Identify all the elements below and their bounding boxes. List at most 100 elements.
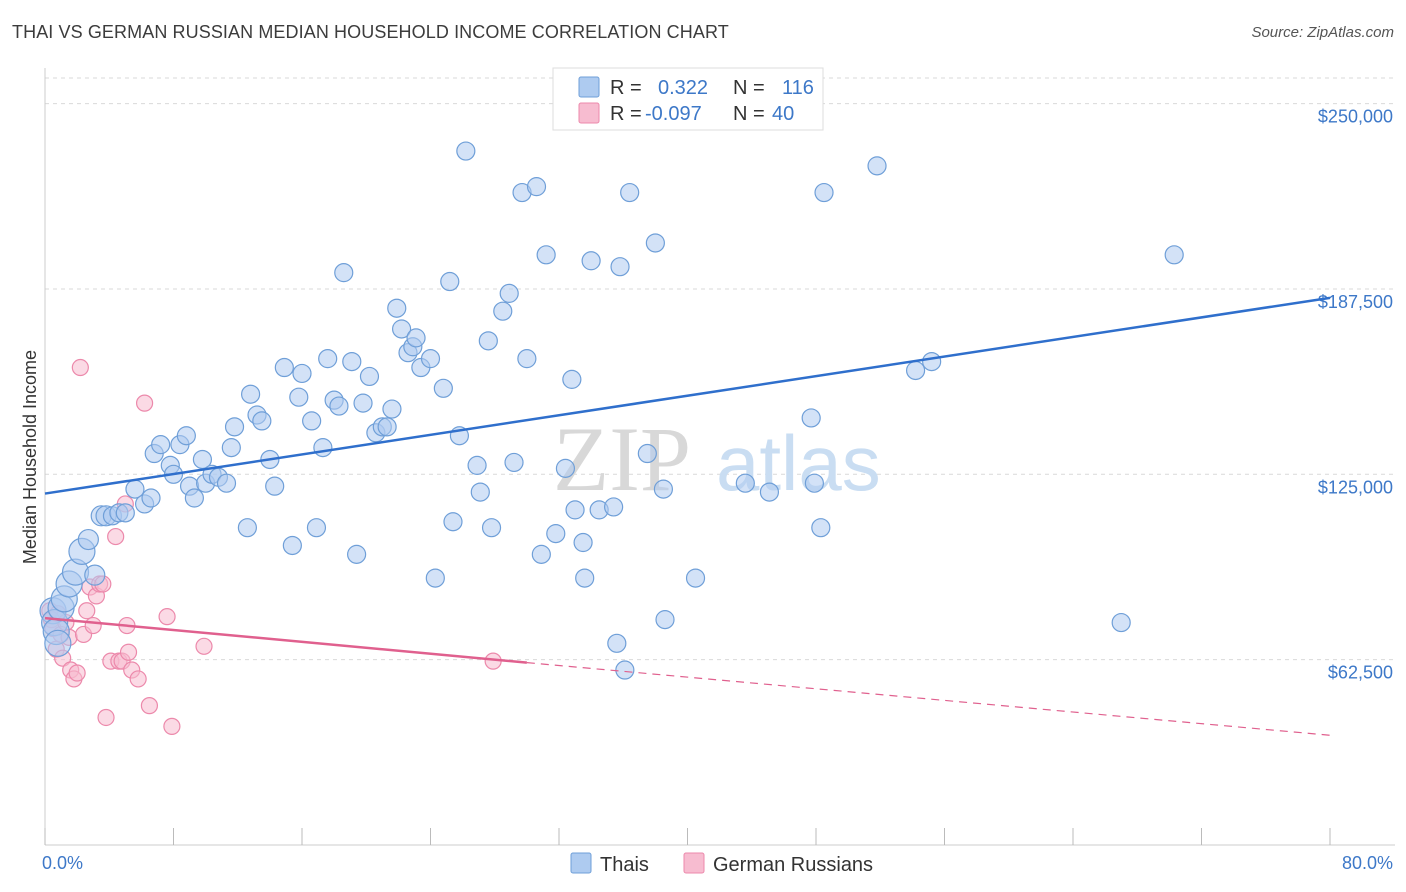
german-russian-point [68,664,86,682]
thai-point [493,301,513,321]
y-axis-label: Median Household Income [20,350,40,564]
x-tick-labels: 0.0% 80.0% [42,853,1393,873]
y-tick-label: $62,500 [1328,663,1393,683]
thai-point [334,263,354,283]
thai-point [575,568,595,588]
legend-n-label-german-russians: N = [733,103,765,125]
thai-point [224,417,245,437]
thai-point [499,283,519,303]
thai-point [467,455,487,475]
thai-point [252,411,272,431]
thai-point [306,518,327,538]
thai-point [1111,612,1131,633]
thai-point [318,349,338,369]
thai-point [811,518,831,538]
thai-point [382,399,402,419]
x-tick-label-min: 0.0% [42,853,83,873]
thai-point [759,482,780,502]
thai-point [905,360,926,381]
german-russian-point [84,616,102,635]
thai-point [347,544,367,564]
thai-point [655,610,675,630]
thai-point [610,257,630,277]
thai-trend-line [44,296,1331,495]
thai-point [581,251,601,271]
german-russian-point [163,717,181,735]
thai-point [353,393,373,413]
german-russian-points [41,358,502,735]
thai-point [184,488,204,508]
thai-point [237,518,257,538]
thai-point [653,479,674,499]
thai-point [433,378,453,398]
thai-point [265,476,285,496]
series-legend-label-german-russians: German Russians [713,854,873,876]
thai-point [801,408,821,428]
series-legend-swatch-thais [570,852,592,874]
german-russian-point [135,394,154,412]
thai-point [359,366,380,387]
watermark-atlas: atlas [716,419,881,507]
series-legend: Thais German Russians [570,852,873,876]
thai-points [39,141,1184,680]
thai-point [241,384,261,404]
thai-point [274,357,294,378]
thai-point [531,544,551,564]
legend-swatch-thais [578,76,600,98]
thai-point [425,568,445,588]
thai-point [645,233,665,253]
thai-point [329,396,349,416]
thai-point [216,473,237,493]
legend-r-value-thais: 0.322 [658,77,708,99]
thai-point [342,351,362,372]
thai-point [735,473,755,493]
thai-point [470,482,490,502]
y-tick-label: $250,000 [1318,107,1393,127]
legend-n-value-german-russians: 40 [772,103,794,125]
thai-point [517,349,537,369]
german-russian-point [97,708,115,727]
trend-lines [44,296,1331,736]
thai-point [456,141,476,161]
thai-point [151,435,171,455]
legend-n-label-thais: N = [733,77,765,99]
german-russian-point [78,602,96,620]
chart-title: THAI VS GERMAN RUSSIAN MEDIAN HOUSEHOLD … [12,22,729,42]
thai-point [536,245,556,265]
thai-point [282,535,302,556]
thai-point [141,488,161,508]
grid-lines [45,77,1395,661]
y-tick-label: $187,500 [1318,292,1393,312]
thai-point [443,512,463,532]
legend-swatch-german-russians [578,102,600,124]
thai-point [84,564,106,586]
thai-point [377,417,397,437]
thai-point [504,452,524,473]
thai-point [565,500,585,520]
thai-point [607,633,627,653]
thai-point [176,426,196,446]
german-russian-point [71,358,89,377]
x-tick-label-max: 80.0% [1342,853,1393,873]
thai-point [867,156,887,176]
german-russian-point [119,643,138,661]
thai-point [562,369,582,389]
german-russian-point [107,527,125,546]
legend-n-value-thais: 116 [782,77,814,99]
thai-point [804,473,824,493]
stats-legend: R = 0.322 N = 116 R = -0.097 N = 40 [552,67,824,131]
thai-point [406,328,426,348]
german-russian-point [195,637,213,655]
thai-point [604,497,624,517]
thai-point [615,660,635,680]
thai-point [478,331,498,351]
thai-point [302,411,322,431]
thai-point [115,503,135,523]
thai-point [1164,245,1184,265]
thai-point [546,524,566,544]
thai-point [440,271,460,292]
thai-point [313,438,333,458]
german-russian-trend-extension [526,662,1331,736]
thai-point [922,351,942,372]
